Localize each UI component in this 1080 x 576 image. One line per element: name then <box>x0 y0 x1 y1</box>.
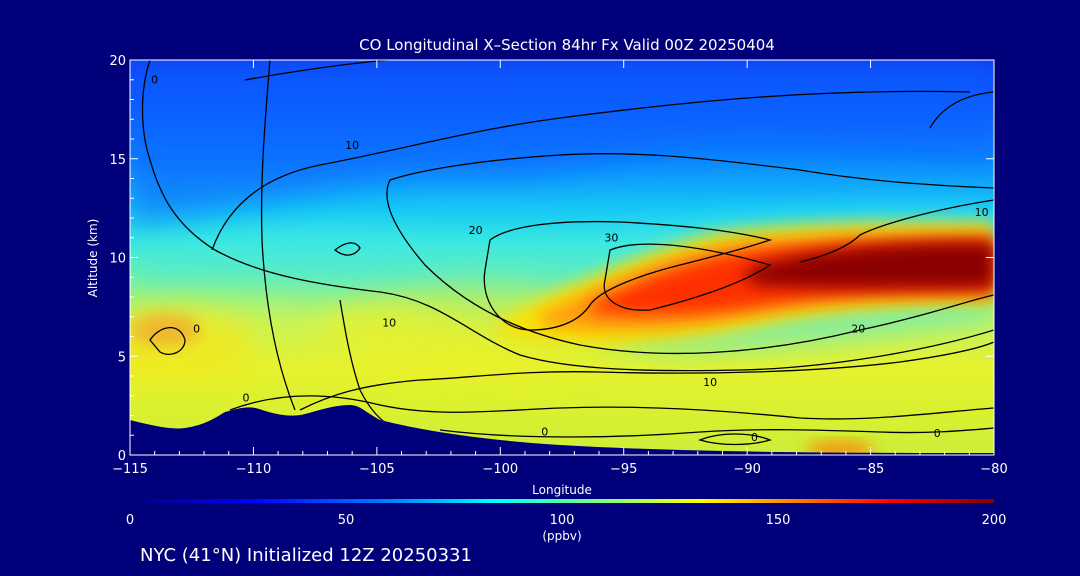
contour-10-middle <box>211 90 971 251</box>
chart-title: CO Longitudinal X–Section 84hr Fx Valid … <box>359 36 775 54</box>
y-tick-label: 5 <box>118 350 126 365</box>
contour-0-bottom <box>439 427 994 438</box>
contour-labels: 0 10 20 30 10 0 10 20 10 0 0 0 0 <box>151 74 988 444</box>
contour-30 <box>483 220 773 331</box>
y-tick-label: 15 <box>109 153 126 168</box>
contour-label: 0 <box>541 425 548 438</box>
contour-0-left-pocket <box>149 326 186 355</box>
contour-label: 30 <box>604 232 618 245</box>
y-tick-label: 10 <box>109 252 126 267</box>
contour-20 <box>389 153 994 263</box>
contour-label: 0 <box>193 323 200 336</box>
contour-label: 10 <box>703 376 717 389</box>
x-tick-label: −110 <box>236 462 272 477</box>
contour-lines <box>141 60 994 446</box>
x-tick-label: −80 <box>980 462 1007 477</box>
contour-label: 0 <box>751 431 758 444</box>
contour-10-lower <box>299 341 994 411</box>
contour-label: 0 <box>243 392 250 405</box>
footer-caption: NYC (41°N) Initialized 12Z 20250331 <box>140 545 472 566</box>
colorbar-unit: (ppbv) <box>542 529 581 543</box>
surface-orange-spot <box>805 442 875 455</box>
x-axis: −115 −110 −105 −100 −95 −90 −85 −80 <box>112 60 1008 477</box>
contour-small-loop <box>333 242 361 256</box>
contour-10-right <box>929 91 994 129</box>
contour-mid-vertical <box>339 299 396 431</box>
y-axis: 0 5 10 15 20 <box>109 54 994 464</box>
contour-20-lower <box>386 179 994 355</box>
contour-0-pocket <box>698 433 772 446</box>
contour-label: 20 <box>469 224 483 237</box>
contour-0-lower <box>229 395 994 420</box>
contour-label: 20 <box>851 323 865 336</box>
contour-label: 10 <box>975 206 989 219</box>
contour-left-vertical <box>260 60 296 411</box>
contour-label: 10 <box>345 139 359 152</box>
x-axis-label: Longitude <box>532 483 592 497</box>
y-axis-label: Altitude (km) <box>86 219 100 298</box>
y-tick-label: 20 <box>109 54 126 69</box>
colorbar-tick-label: 50 <box>338 513 355 528</box>
contour-30-inner <box>603 243 772 311</box>
x-tick-label: −95 <box>610 462 637 477</box>
contour-label: 10 <box>382 317 396 330</box>
contour-label: 0 <box>934 427 941 440</box>
contour-10-upper <box>244 60 395 81</box>
colorbar-tick-label: 100 <box>550 513 575 528</box>
plume-dark-red <box>745 242 994 289</box>
colorbar-tick-label: 150 <box>766 513 791 528</box>
y-tick-label: 0 <box>118 449 126 464</box>
contour-label: 0 <box>151 74 158 87</box>
upper-blue-region <box>130 60 994 225</box>
plot-area <box>130 60 994 455</box>
colorbar-tick-label: 200 <box>982 513 1007 528</box>
colorbar-ticks: 0 50 100 150 200 <box>126 513 1007 528</box>
colorbar <box>130 499 994 503</box>
lower-left-orange <box>130 314 200 346</box>
terrain <box>130 405 994 455</box>
colorbar-tick-label: 0 <box>126 513 134 528</box>
x-tick-label: −85 <box>857 462 884 477</box>
x-tick-label: −90 <box>733 462 760 477</box>
contour-outer <box>141 60 994 372</box>
x-tick-label: −100 <box>482 462 518 477</box>
x-tick-label: −115 <box>112 462 148 477</box>
x-tick-label: −105 <box>359 462 395 477</box>
